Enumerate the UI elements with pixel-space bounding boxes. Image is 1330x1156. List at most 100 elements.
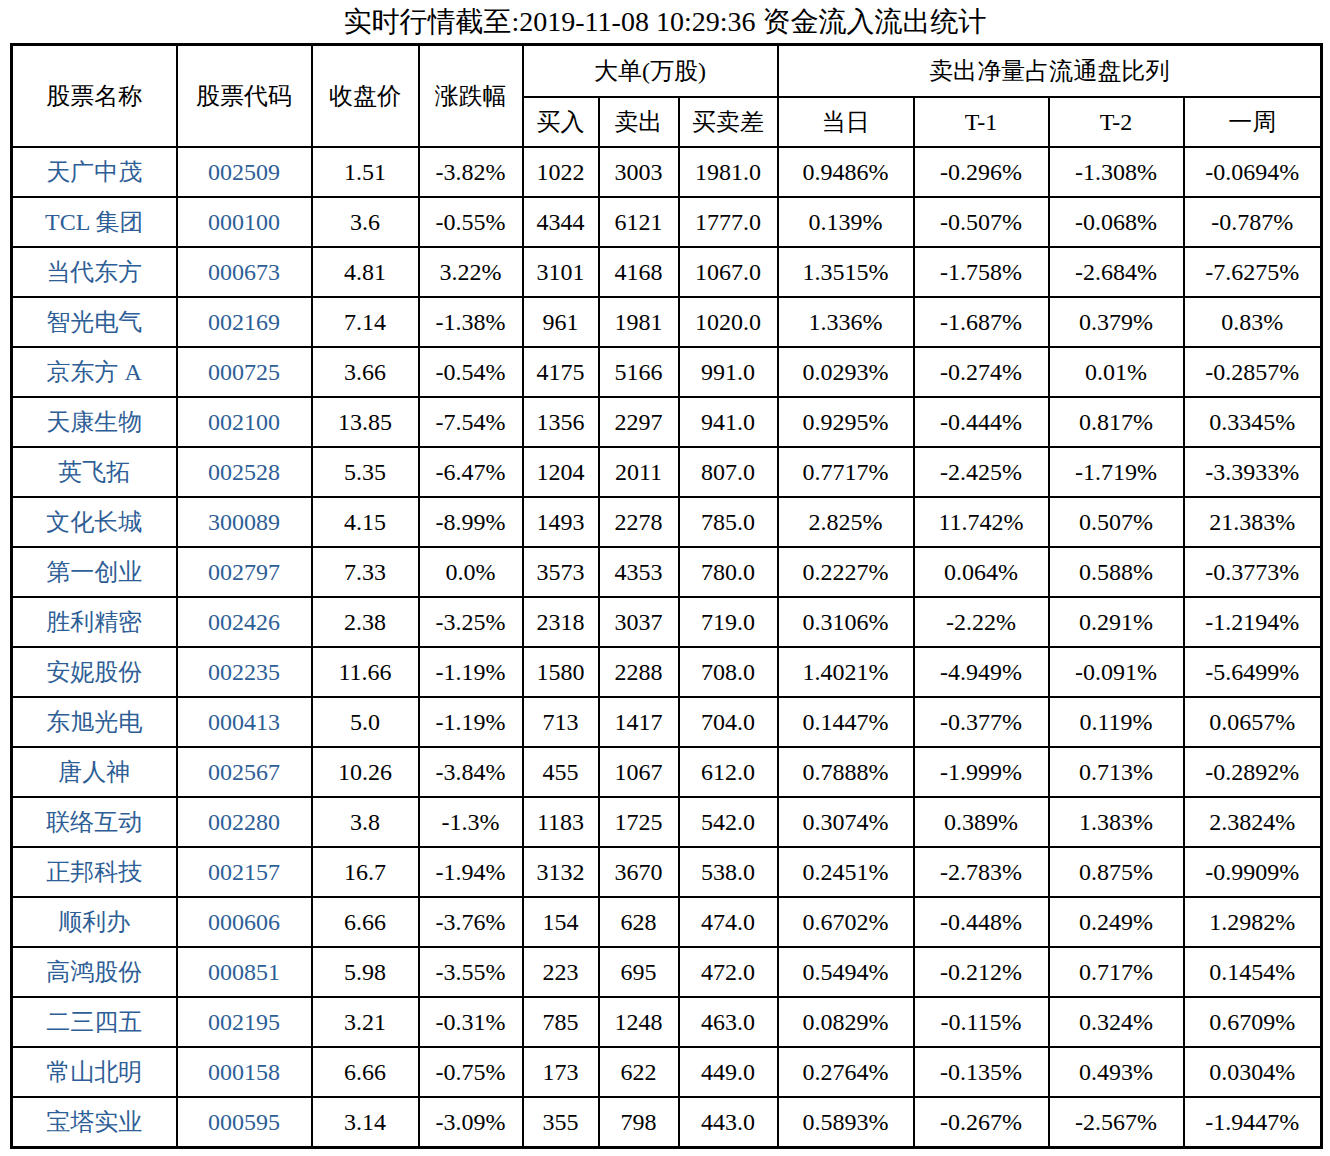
table-row: 当代东方0006734.813.22%310141681067.01.3515%…	[12, 247, 1322, 297]
table-row: 第一创业0027977.330.0%35734353780.00.2227%0.…	[12, 547, 1322, 597]
col-header-today: 当日	[778, 97, 914, 147]
buy-sell-diff-cell: 785.0	[679, 497, 778, 547]
change-pct-cell: -3.84%	[419, 747, 523, 797]
today-cell: 2.825%	[778, 497, 914, 547]
close-price-cell: 10.26	[312, 747, 419, 797]
close-price-cell: 4.81	[312, 247, 419, 297]
buy-cell: 4344	[523, 197, 599, 247]
week-cell: -7.6275%	[1184, 247, 1322, 297]
stock-name-cell: 第一创业	[12, 547, 177, 597]
week-cell: -0.9909%	[1184, 847, 1322, 897]
today-cell: 0.6702%	[778, 897, 914, 947]
close-price-cell: 3.66	[312, 347, 419, 397]
sell-cell: 628	[599, 897, 679, 947]
t-1-cell: -0.115%	[914, 997, 1049, 1047]
week-cell: 0.83%	[1184, 297, 1322, 347]
stock-code-cell: 000595	[177, 1097, 312, 1148]
stock-name-cell: 英飞拓	[12, 447, 177, 497]
buy-sell-diff-cell: 612.0	[679, 747, 778, 797]
table-row: 顺利办0006066.66-3.76%154628474.00.6702%-0.…	[12, 897, 1322, 947]
today-cell: 0.139%	[778, 197, 914, 247]
sell-cell: 622	[599, 1047, 679, 1097]
t-2-cell: 0.119%	[1049, 697, 1184, 747]
buy-sell-diff-cell: 991.0	[679, 347, 778, 397]
buy-sell-diff-cell: 1067.0	[679, 247, 778, 297]
table-row: 联络互动0022803.8-1.3%11831725542.00.3074%0.…	[12, 797, 1322, 847]
today-cell: 0.7888%	[778, 747, 914, 797]
stock-code-cell: 000851	[177, 947, 312, 997]
close-price-cell: 2.38	[312, 597, 419, 647]
stock-name-cell: 天康生物	[12, 397, 177, 447]
change-pct-cell: 0.0%	[419, 547, 523, 597]
stock-code-cell: 000413	[177, 697, 312, 747]
stock-code-cell: 000606	[177, 897, 312, 947]
today-cell: 0.2227%	[778, 547, 914, 597]
buy-sell-diff-cell: 443.0	[679, 1097, 778, 1148]
close-price-cell: 7.14	[312, 297, 419, 347]
close-price-cell: 7.33	[312, 547, 419, 597]
buy-cell: 223	[523, 947, 599, 997]
buy-cell: 3101	[523, 247, 599, 297]
page-title: 实时行情截至:2019-11-08 10:29:36 资金流入流出统计	[0, 0, 1330, 41]
buy-cell: 1580	[523, 647, 599, 697]
t-2-cell: -1.308%	[1049, 147, 1184, 197]
buy-sell-diff-cell: 474.0	[679, 897, 778, 947]
stock-code-cell: 002426	[177, 597, 312, 647]
col-header-buy: 买入	[523, 97, 599, 147]
stock-name-cell: 文化长城	[12, 497, 177, 547]
change-pct-cell: -0.54%	[419, 347, 523, 397]
stock-name-cell: 唐人神	[12, 747, 177, 797]
t-2-cell: -2.684%	[1049, 247, 1184, 297]
week-cell: -0.3773%	[1184, 547, 1322, 597]
t-1-cell: -0.507%	[914, 197, 1049, 247]
today-cell: 0.1447%	[778, 697, 914, 747]
close-price-cell: 5.98	[312, 947, 419, 997]
t-1-cell: -0.267%	[914, 1097, 1049, 1148]
sell-cell: 3003	[599, 147, 679, 197]
buy-sell-diff-cell: 941.0	[679, 397, 778, 447]
t-1-cell: -2.783%	[914, 847, 1049, 897]
today-cell: 0.7717%	[778, 447, 914, 497]
today-cell: 0.5893%	[778, 1097, 914, 1148]
buy-cell: 154	[523, 897, 599, 947]
stock-name-cell: 安妮股份	[12, 647, 177, 697]
change-pct-cell: -1.19%	[419, 647, 523, 697]
change-pct-cell: 3.22%	[419, 247, 523, 297]
t-1-cell: 11.742%	[914, 497, 1049, 547]
close-price-cell: 3.6	[312, 197, 419, 247]
week-cell: 0.0657%	[1184, 697, 1322, 747]
today-cell: 0.3074%	[778, 797, 914, 847]
t-1-cell: -1.758%	[914, 247, 1049, 297]
week-cell: 0.1454%	[1184, 947, 1322, 997]
stock-code-cell: 002528	[177, 447, 312, 497]
change-pct-cell: -1.38%	[419, 297, 523, 347]
sell-cell: 4168	[599, 247, 679, 297]
sell-cell: 2278	[599, 497, 679, 547]
sell-cell: 1417	[599, 697, 679, 747]
t-2-cell: 0.875%	[1049, 847, 1184, 897]
stock-code-cell: 002157	[177, 847, 312, 897]
sell-cell: 2297	[599, 397, 679, 447]
table-row: 文化长城3000894.15-8.99%14932278785.02.825%1…	[12, 497, 1322, 547]
stock-code-cell: 002100	[177, 397, 312, 447]
t-2-cell: 0.249%	[1049, 897, 1184, 947]
table-row: 安妮股份00223511.66-1.19%15802288708.01.4021…	[12, 647, 1322, 697]
table-row: 常山北明0001586.66-0.75%173622449.00.2764%-0…	[12, 1047, 1322, 1097]
t-1-cell: -0.448%	[914, 897, 1049, 947]
close-price-cell: 16.7	[312, 847, 419, 897]
t-2-cell: 0.379%	[1049, 297, 1184, 347]
table-row: 二三四五0021953.21-0.31%7851248463.00.0829%-…	[12, 997, 1322, 1047]
week-cell: -0.787%	[1184, 197, 1322, 247]
close-price-cell: 4.15	[312, 497, 419, 547]
sell-cell: 5166	[599, 347, 679, 397]
table-row: 东旭光电0004135.0-1.19%7131417704.00.1447%-0…	[12, 697, 1322, 747]
close-price-cell: 6.66	[312, 897, 419, 947]
table-row: 天广中茂0025091.51-3.82%102230031981.00.9486…	[12, 147, 1322, 197]
table-row: TCL 集团0001003.6-0.55%434461211777.00.139…	[12, 197, 1322, 247]
today-cell: 0.2451%	[778, 847, 914, 897]
stock-name-cell: 当代东方	[12, 247, 177, 297]
t-2-cell: -2.567%	[1049, 1097, 1184, 1148]
today-cell: 0.9486%	[778, 147, 914, 197]
t-1-cell: -2.22%	[914, 597, 1049, 647]
col-header-t-1: T-1	[914, 97, 1049, 147]
